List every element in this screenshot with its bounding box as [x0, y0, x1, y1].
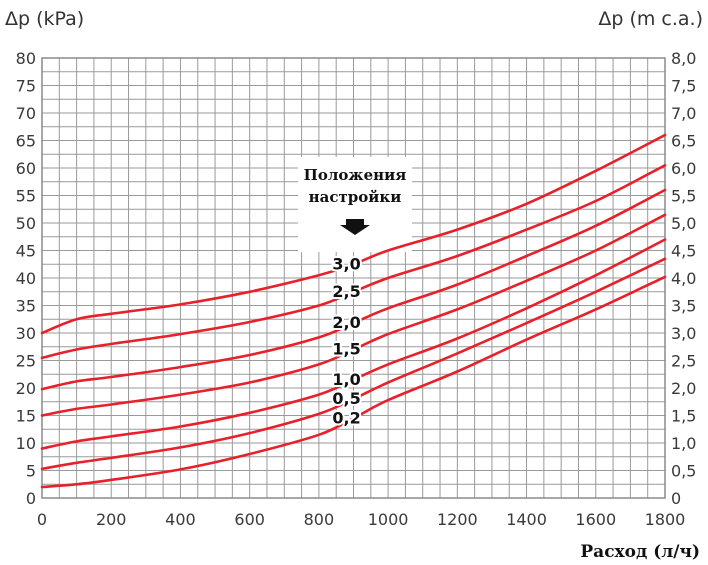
y-tick-label-left: 65 [16, 132, 36, 151]
x-tick-label: 1400 [506, 510, 547, 529]
series-line-2,5 [40, 164, 667, 360]
series-group: 3,0 2,5 2,0 1,5 1,00,50,2 [40, 133, 667, 489]
x-tick-label: 1600 [575, 510, 616, 529]
series-line-0,5 [40, 257, 667, 471]
curve-label: 0,5 [332, 389, 360, 408]
x-tick-label: 200 [96, 510, 127, 529]
curve-label: 1,0 [332, 370, 360, 389]
curve-label: 2,0 [332, 313, 360, 332]
y-tick-label-right: 0,5 [671, 462, 696, 481]
y-tick-label-left: 35 [16, 297, 36, 316]
y-tick-label-left: 75 [16, 77, 36, 96]
series-line-3,0 [40, 133, 667, 335]
y-tick-label-right: 3,5 [671, 297, 696, 316]
y-tick-label-right: 8,0 [671, 49, 696, 68]
y-tick-label-right: 5,0 [671, 214, 696, 233]
x-tick-label: 1000 [368, 510, 409, 529]
y-tick-label-right: 5,5 [671, 187, 696, 206]
y-tick-label-left: 25 [16, 352, 36, 371]
y-tick-label-left: 5 [26, 462, 36, 481]
y-tick-label-right: 7,5 [671, 77, 696, 96]
x-tick-label: 400 [165, 510, 196, 529]
curve-label: 2,5 [332, 282, 360, 301]
y-tick-label-left: 70 [16, 104, 36, 123]
y-tick-label-left: 30 [16, 324, 36, 343]
y-tick-label-left: 10 [16, 434, 36, 453]
y-tick-label-right: 1,5 [671, 407, 696, 426]
x-tick-label: 800 [304, 510, 335, 529]
y-tick-label-left: 55 [16, 187, 36, 206]
x-tick-label: 0 [37, 510, 47, 529]
y-tick-label-right: 4,5 [671, 242, 696, 261]
curve-label: 1,5 [332, 340, 360, 359]
settings-header-line-2: настройки [309, 188, 402, 206]
y-tick-label-right: 0 [671, 489, 681, 508]
y-tick-label-left: 45 [16, 242, 36, 261]
y-tick-label-right: 3,0 [671, 324, 696, 343]
y-tick-label-right: 4,0 [671, 269, 696, 288]
y-ticks-left: 0 5 10 15 20 25 30 35 40 45 50 55 60 65 70 75 80 [16, 49, 36, 508]
series-line-0,2 [40, 275, 667, 489]
series-line-1,5 [40, 213, 667, 417]
x-tick-label: 600 [234, 510, 265, 529]
y-tick-label-left: 50 [16, 214, 36, 233]
y-tick-label-right: 2,0 [671, 379, 696, 398]
y-ticks-right: 0 0,5 1,0 1,5 2,0 2,5 3,0 3,5 4,0 4,5 5,0 5,5 6,0 6,5… [671, 49, 696, 508]
y-tick-label-right: 6,0 [671, 159, 696, 178]
settings-header-line-1: Положения [304, 166, 407, 184]
settings-header-box: Положения настройки [298, 157, 412, 252]
y-tick-label-left: 80 [16, 49, 36, 68]
x-axis-label: Расход (л/ч) [580, 542, 700, 562]
x-tick-label: 1800 [645, 510, 686, 529]
y-tick-label-left: 15 [16, 407, 36, 426]
y-tick-label-right: 6,5 [671, 132, 696, 151]
y-tick-label-left: 40 [16, 269, 36, 288]
curve-label: 3,0 [332, 254, 360, 273]
y-tick-label-right: 1,0 [671, 434, 696, 453]
y-tick-label-left: 60 [16, 159, 36, 178]
y-tick-label-left: 0 [26, 489, 36, 508]
curve-label: 0,2 [332, 408, 360, 427]
x-ticks: 0 200 400 600 800 1000 1200 1400 1600 1800 [37, 510, 685, 529]
y-tick-label-left: 20 [16, 379, 36, 398]
y-axis-label-right: Δp (m c.a.) [598, 8, 703, 30]
series-line-2,0 [40, 188, 667, 391]
y-axis-label-left: Δp (kPa) [5, 8, 84, 30]
down-arrow-icon [340, 219, 370, 235]
y-tick-label-right: 2,5 [671, 352, 696, 371]
series-line-1,0 [40, 238, 667, 450]
y-tick-label-right: 7,0 [671, 104, 696, 123]
grid [41, 57, 666, 499]
x-tick-label: 1200 [437, 510, 478, 529]
